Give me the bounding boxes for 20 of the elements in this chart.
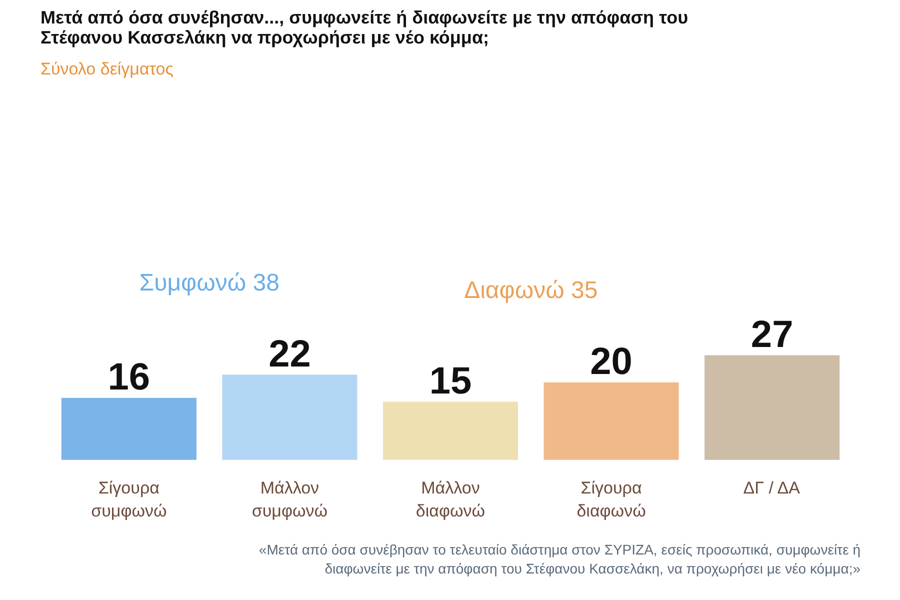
text: Συμφωνώ 38 [139, 269, 280, 296]
bar [382, 402, 518, 460]
bar [544, 382, 679, 460]
chart-subtitle: Σύνολο δείγματος [40, 60, 174, 78]
x-tick-label: Σίγουρα συμφωνώ [91, 478, 167, 520]
bar [704, 355, 840, 460]
text: «Μετά από όσα συνέβησαν το τελευταίο διάστημα στον ΣΥΡΙΖΑ, εσείς προσωπικά, συμφωνείτε ή διαφωνείτε με την απόφαση του Στέφανου Κασσελάκη, να προχωρήσει με νέο κόμμα;» [258, 541, 861, 577]
bar [61, 398, 196, 460]
x-tick-label: Σίγουρα διαφωνώ [576, 478, 646, 520]
data-label: 22 [268, 333, 311, 376]
bar [222, 374, 358, 460]
x-tick-label: Μάλλον διαφωνώ [416, 478, 486, 520]
data-label: 20 [590, 341, 632, 384]
x-tick-label: Μάλλον συμφωνώ [252, 478, 328, 520]
chart-title: Μετά από όσα συνέβησαν..., συμφωνείτε ή διαφωνείτε με την απόφαση του Στέφανου Κασσελάκη να προχωρήσει με νέο κόμμα; [40, 8, 688, 48]
data-label: 16 [108, 356, 150, 399]
data-label: 15 [429, 360, 472, 402]
text: Διαφωνώ 35 [464, 276, 598, 304]
x-tick-label: ΔΓ / ΔΑ [743, 478, 801, 498]
data-label: 27 [750, 314, 794, 356]
